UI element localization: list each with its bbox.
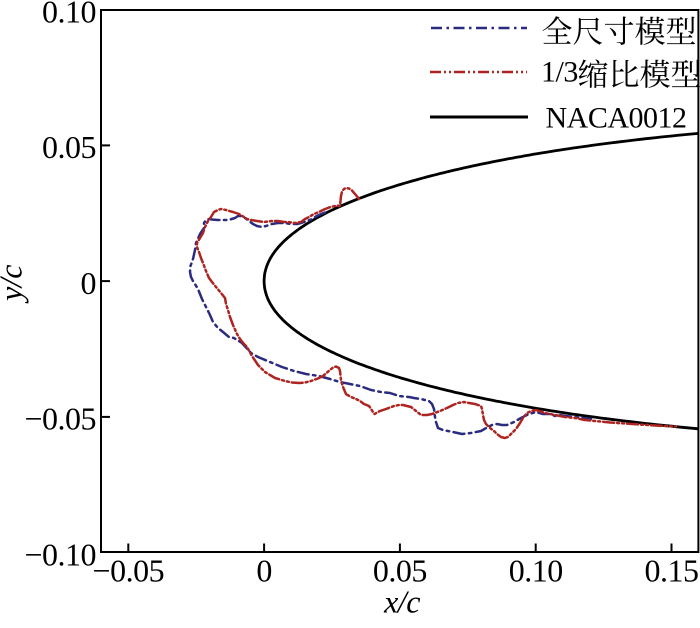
svg-text:0: 0 <box>256 553 272 589</box>
svg-text:NACA0012: NACA0012 <box>546 102 687 135</box>
svg-text:0.05: 0.05 <box>42 129 96 165</box>
svg-text:−0.05: −0.05 <box>24 401 96 437</box>
svg-text:0.15: 0.15 <box>645 553 699 589</box>
svg-text:−0.05: −0.05 <box>93 553 165 589</box>
svg-text:y/c: y/c <box>0 265 29 304</box>
svg-text:0.05: 0.05 <box>373 553 427 589</box>
svg-text:0: 0 <box>81 265 97 301</box>
svg-text:0.10: 0.10 <box>509 553 563 589</box>
svg-text:x/c: x/c <box>383 584 420 620</box>
svg-text:0.10: 0.10 <box>42 0 96 29</box>
svg-text:−0.10: −0.10 <box>24 536 96 572</box>
svg-text:1/3: 1/3 <box>541 56 578 89</box>
